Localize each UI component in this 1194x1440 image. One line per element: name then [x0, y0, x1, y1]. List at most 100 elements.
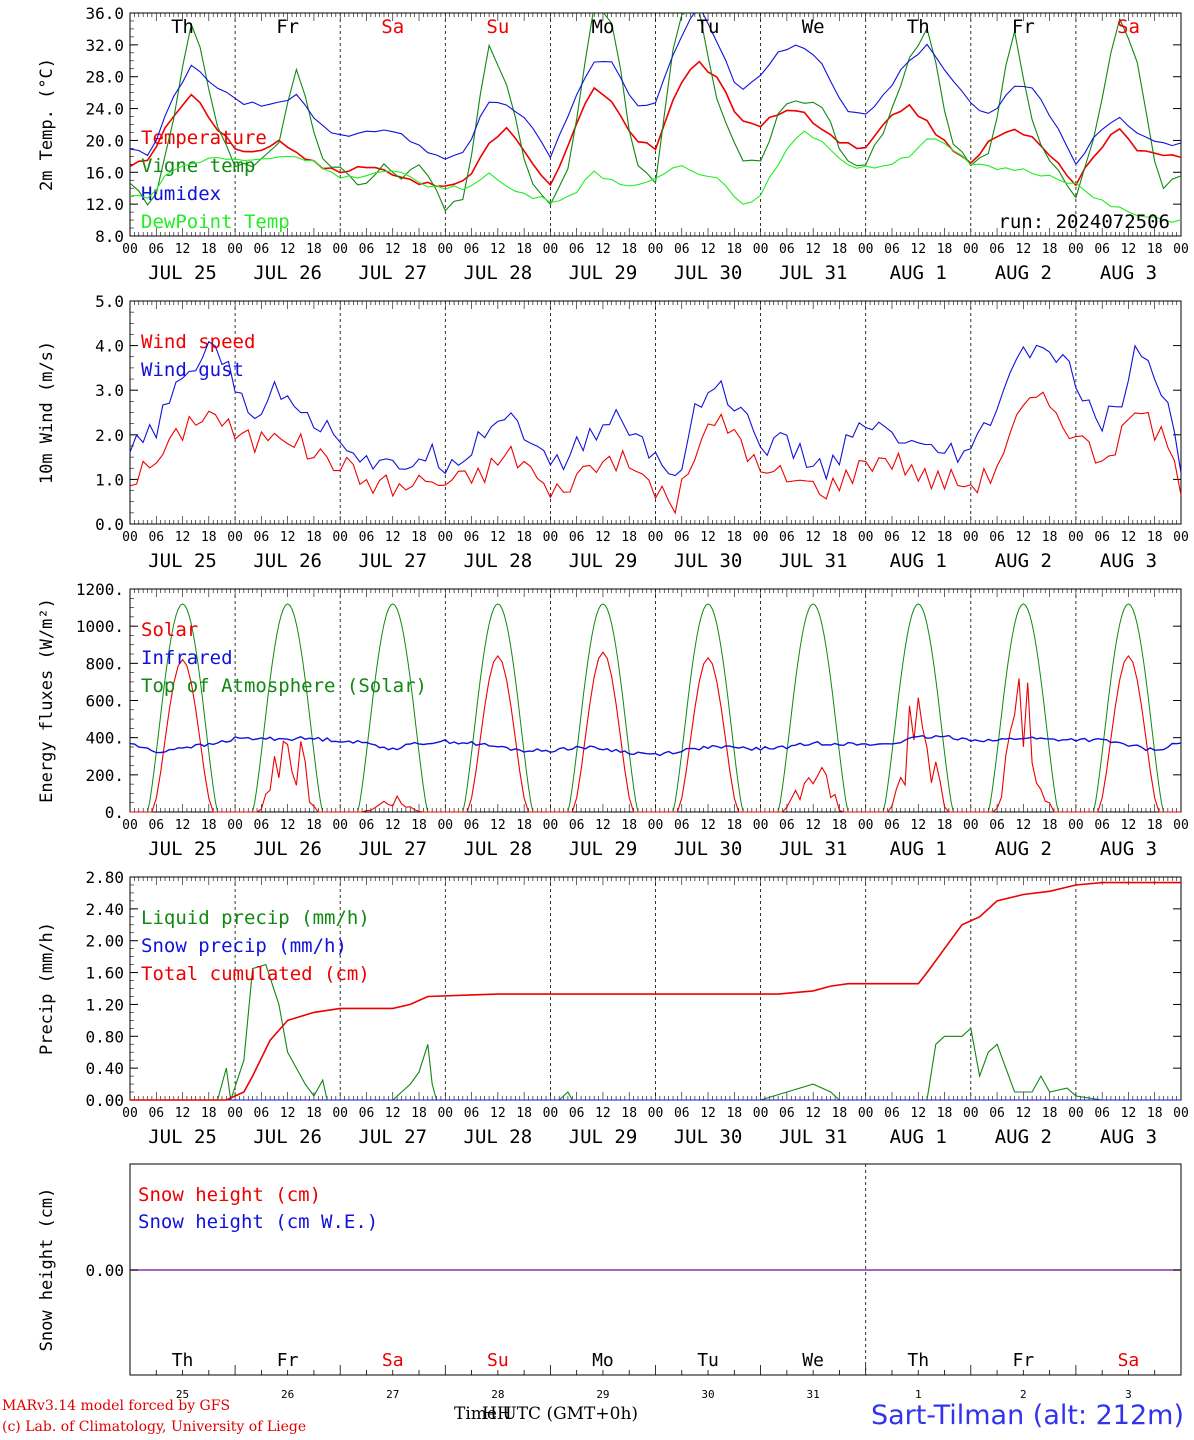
- hour-label: 12: [280, 1106, 296, 1121]
- day-number: 27: [386, 1388, 399, 1400]
- date-label: JUL 31: [779, 1126, 848, 1148]
- day-number: 1: [915, 1388, 922, 1400]
- y-tick-label: 0.00: [85, 1261, 124, 1280]
- series-line-0: [129, 391, 1182, 515]
- day-name: Th: [907, 16, 930, 38]
- hour-label: 00: [648, 242, 664, 257]
- y-tick-label: 2.80: [85, 868, 124, 887]
- day-name: Sa: [382, 1350, 404, 1371]
- hour-label: 12: [805, 818, 821, 833]
- date-label: JUL 26: [253, 838, 322, 860]
- series-line-1: [130, 13, 1181, 212]
- date-label: JUL 31: [779, 262, 848, 284]
- legend-entry: Humidex: [141, 183, 221, 205]
- date-label: JUL 27: [358, 550, 427, 572]
- hour-label: 12: [1016, 242, 1032, 257]
- hour-label: 06: [569, 1106, 585, 1121]
- time-axis-overlap: HH: [482, 1404, 512, 1424]
- hour-label: 00: [122, 530, 138, 545]
- date-label: JUL 29: [569, 262, 638, 284]
- y-axis-label: Precip (mm/h): [37, 922, 57, 1055]
- hour-label: 00: [437, 1106, 453, 1121]
- hour-label: 18: [1042, 242, 1058, 257]
- hour-label: 00: [648, 530, 664, 545]
- run-label: run: 2024072506: [998, 211, 1170, 233]
- hour-label: 06: [464, 818, 480, 833]
- day-name: Su: [487, 1350, 509, 1371]
- hour-label: 00: [648, 1106, 664, 1121]
- hour-label: 06: [779, 242, 795, 257]
- hour-label: 06: [1094, 1106, 1110, 1121]
- hour-label: 06: [674, 530, 690, 545]
- hour-label: 00: [437, 530, 453, 545]
- hour-label: 06: [254, 242, 270, 257]
- date-label: JUL 28: [464, 550, 533, 572]
- legend-entry: Temperature: [141, 127, 267, 149]
- legend-entry: Total cumulated (cm): [141, 963, 370, 985]
- date-label: JUL 29: [569, 838, 638, 860]
- hour-label: 18: [832, 818, 848, 833]
- hour-label: 18: [516, 242, 532, 257]
- hour-label: 00: [332, 818, 348, 833]
- hour-label: 12: [280, 530, 296, 545]
- hour-label: 00: [227, 818, 243, 833]
- date-label: JUL 27: [358, 1126, 427, 1148]
- hour-label: 00: [227, 530, 243, 545]
- legend-entry: Snow height (cm): [138, 1184, 321, 1206]
- hour-label: 00: [332, 1106, 348, 1121]
- day-number: 28: [491, 1388, 504, 1400]
- date-label: JUL 29: [569, 550, 638, 572]
- hour-label: 00: [858, 242, 874, 257]
- hour-label: 12: [805, 1106, 821, 1121]
- legend-entry: Infrared: [141, 647, 233, 669]
- hour-label: 00: [437, 818, 453, 833]
- hour-label: 06: [884, 818, 900, 833]
- date-label: JUL 25: [148, 262, 217, 284]
- y-tick-label: 12.0: [85, 195, 124, 214]
- y-axis-label: Energy fluxes (W/m²): [37, 598, 57, 803]
- legend-entry: Top of Atmosphere (Solar): [141, 675, 427, 697]
- hour-label: 12: [385, 242, 401, 257]
- hour-label: 00: [1173, 818, 1189, 833]
- date-label: AUG 2: [995, 838, 1052, 860]
- date-label: JUL 26: [253, 550, 322, 572]
- hour-label: 00: [437, 242, 453, 257]
- day-name: Sa: [1118, 1350, 1140, 1371]
- date-label: JUL 26: [253, 1126, 322, 1148]
- hour-label: 12: [490, 530, 506, 545]
- hour-label: 12: [490, 1106, 506, 1121]
- solar-line: [130, 651, 1181, 813]
- hour-label: 18: [411, 242, 427, 257]
- hour-label: 18: [621, 818, 637, 833]
- hour-label: 06: [148, 530, 164, 545]
- day-number: 25: [176, 1388, 189, 1400]
- hour-label: 12: [700, 818, 716, 833]
- hour-label: 00: [1068, 530, 1084, 545]
- day-name: Fr: [277, 1350, 299, 1371]
- hour-label: 18: [621, 242, 637, 257]
- series-line-1: [129, 340, 1182, 481]
- hour-label: 00: [122, 818, 138, 833]
- day-number: 31: [807, 1388, 820, 1400]
- hour-label: 06: [464, 242, 480, 257]
- legend-entry: Vigne temp: [141, 155, 255, 177]
- hour-label: 18: [516, 1106, 532, 1121]
- hour-label: 00: [753, 530, 769, 545]
- date-label: JUL 30: [674, 838, 743, 860]
- hour-label: 18: [937, 1106, 953, 1121]
- hour-label: 18: [411, 1106, 427, 1121]
- hour-label: 12: [280, 242, 296, 257]
- hour-label: 06: [359, 242, 375, 257]
- hour-label: 12: [385, 818, 401, 833]
- y-tick-label: 1.0: [95, 470, 124, 489]
- y-tick-label: 400.: [85, 729, 124, 748]
- date-label: JUL 31: [779, 838, 848, 860]
- hour-label: 18: [832, 530, 848, 545]
- y-tick-label: 28.0: [85, 68, 124, 87]
- hour-label: 00: [1173, 242, 1189, 257]
- day-name: Th: [172, 1350, 194, 1371]
- hour-label: 18: [1147, 1106, 1163, 1121]
- date-label: JUL 28: [464, 262, 533, 284]
- hour-label: 18: [937, 242, 953, 257]
- day-number: 26: [281, 1388, 294, 1400]
